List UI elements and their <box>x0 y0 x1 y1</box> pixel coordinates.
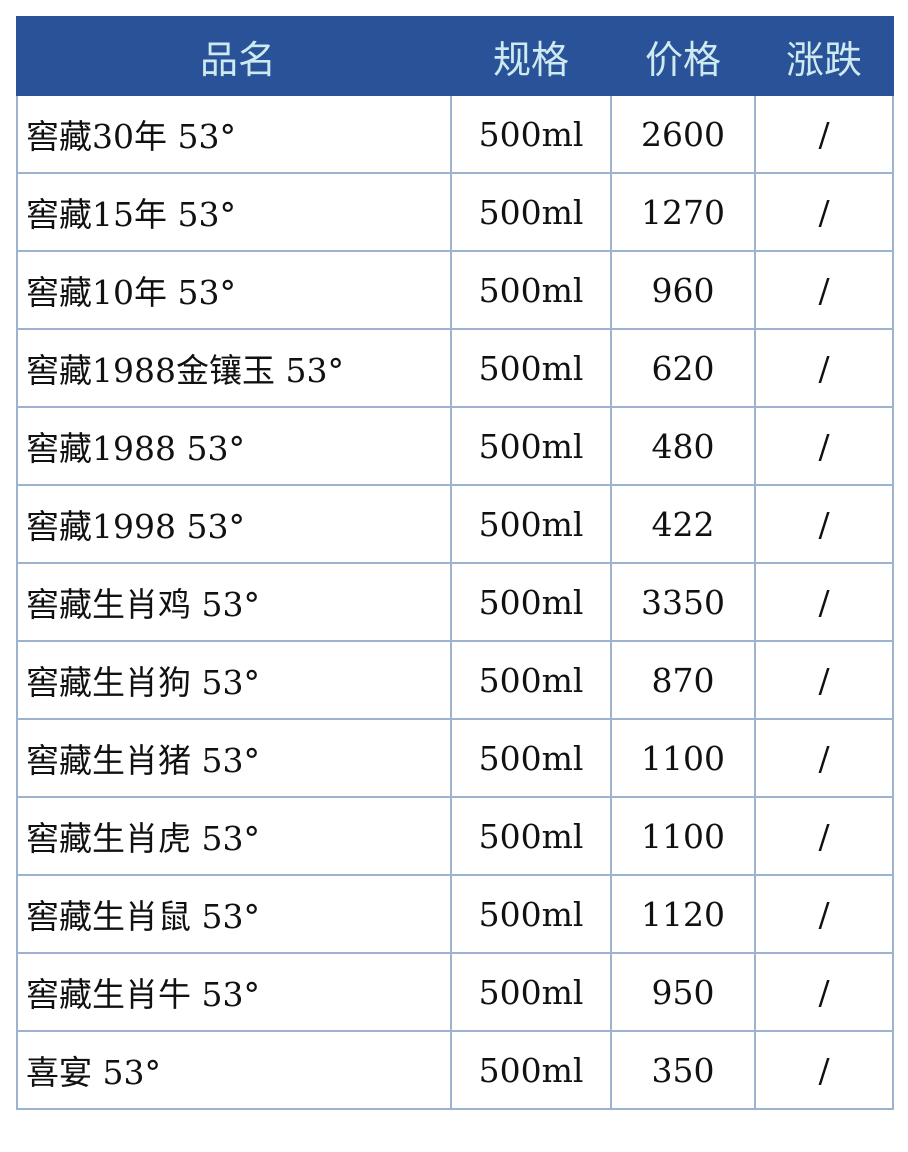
cell-name: 窖藏1988金镶玉 53° <box>16 328 452 408</box>
price-table: 品名 规格 价格 涨跌 窖藏30年 53° 500ml 2600/窖藏15年 53°… <box>16 16 894 1110</box>
cell-change: / <box>754 874 894 954</box>
cell-change: / <box>754 718 894 798</box>
table-row: 窖藏15年 53° 500ml 1270/ <box>16 172 894 252</box>
table-row: 窖藏生肖鼠 53° 500ml 1120/ <box>16 874 894 954</box>
cell-price: 960 <box>610 250 756 330</box>
table-row: 窖藏生肖狗 53° 500ml 870/ <box>16 640 894 720</box>
cell-spec: 500ml <box>450 94 612 174</box>
cell-name: 窖藏15年 53° <box>16 172 452 252</box>
header-row: 品名 规格 价格 涨跌 <box>16 16 894 96</box>
cell-change: / <box>754 952 894 1032</box>
cell-price: 2600 <box>610 94 756 174</box>
cell-price: 1100 <box>610 796 756 876</box>
cell-spec: 500ml <box>450 250 612 330</box>
cell-name: 窖藏30年 53° <box>16 94 452 174</box>
cell-name: 喜宴 53° <box>16 1030 452 1110</box>
cell-spec: 500ml <box>450 172 612 252</box>
cell-change: / <box>754 1030 894 1110</box>
table-row: 窖藏生肖鸡 53° 500ml 3350/ <box>16 562 894 642</box>
table-row: 窖藏1998 53° 500ml 422/ <box>16 484 894 564</box>
header-change: 涨跌 <box>754 16 894 96</box>
cell-price: 480 <box>610 406 756 486</box>
cell-price: 1270 <box>610 172 756 252</box>
cell-spec: 500ml <box>450 640 612 720</box>
cell-price: 1120 <box>610 874 756 954</box>
header-name: 品名 <box>16 16 452 96</box>
cell-price: 350 <box>610 1030 756 1110</box>
table-row: 喜宴 53° 500ml 350/ <box>16 1030 894 1110</box>
table-row: 窖藏生肖虎 53° 500ml 1100/ <box>16 796 894 876</box>
cell-spec: 500ml <box>450 328 612 408</box>
cell-name: 窖藏10年 53° <box>16 250 452 330</box>
table-row: 窖藏1988 53° 500ml 480/ <box>16 406 894 486</box>
cell-change: / <box>754 328 894 408</box>
table-row: 窖藏1988金镶玉 53° 500ml 620/ <box>16 328 894 408</box>
cell-price: 950 <box>610 952 756 1032</box>
cell-spec: 500ml <box>450 796 612 876</box>
cell-spec: 500ml <box>450 874 612 954</box>
cell-name: 窖藏1998 53° <box>16 484 452 564</box>
cell-price: 422 <box>610 484 756 564</box>
cell-price: 3350 <box>610 562 756 642</box>
cell-change: / <box>754 562 894 642</box>
cell-change: / <box>754 406 894 486</box>
cell-name: 窖藏生肖狗 53° <box>16 640 452 720</box>
cell-name: 窖藏生肖鸡 53° <box>16 562 452 642</box>
cell-change: / <box>754 796 894 876</box>
cell-price: 1100 <box>610 718 756 798</box>
table-row: 窖藏生肖猪 53° 500ml 1100/ <box>16 718 894 798</box>
table-row: 窖藏10年 53° 500ml 960/ <box>16 250 894 330</box>
cell-price: 870 <box>610 640 756 720</box>
header-spec: 规格 <box>450 16 612 96</box>
table-row: 窖藏30年 53° 500ml 2600/ <box>16 94 894 174</box>
cell-spec: 500ml <box>450 484 612 564</box>
cell-name: 窖藏生肖虎 53° <box>16 796 452 876</box>
cell-change: / <box>754 94 894 174</box>
cell-name: 窖藏生肖猪 53° <box>16 718 452 798</box>
cell-spec: 500ml <box>450 406 612 486</box>
cell-change: / <box>754 250 894 330</box>
cell-name: 窖藏生肖鼠 53° <box>16 874 452 954</box>
cell-name: 窖藏生肖牛 53° <box>16 952 452 1032</box>
cell-spec: 500ml <box>450 952 612 1032</box>
cell-change: / <box>754 484 894 564</box>
cell-name: 窖藏1988 53° <box>16 406 452 486</box>
cell-spec: 500ml <box>450 1030 612 1110</box>
header-price: 价格 <box>610 16 756 96</box>
cell-spec: 500ml <box>450 718 612 798</box>
cell-change: / <box>754 640 894 720</box>
cell-price: 620 <box>610 328 756 408</box>
cell-change: / <box>754 172 894 252</box>
cell-spec: 500ml <box>450 562 612 642</box>
table-row: 窖藏生肖牛 53° 500ml 950/ <box>16 952 894 1032</box>
